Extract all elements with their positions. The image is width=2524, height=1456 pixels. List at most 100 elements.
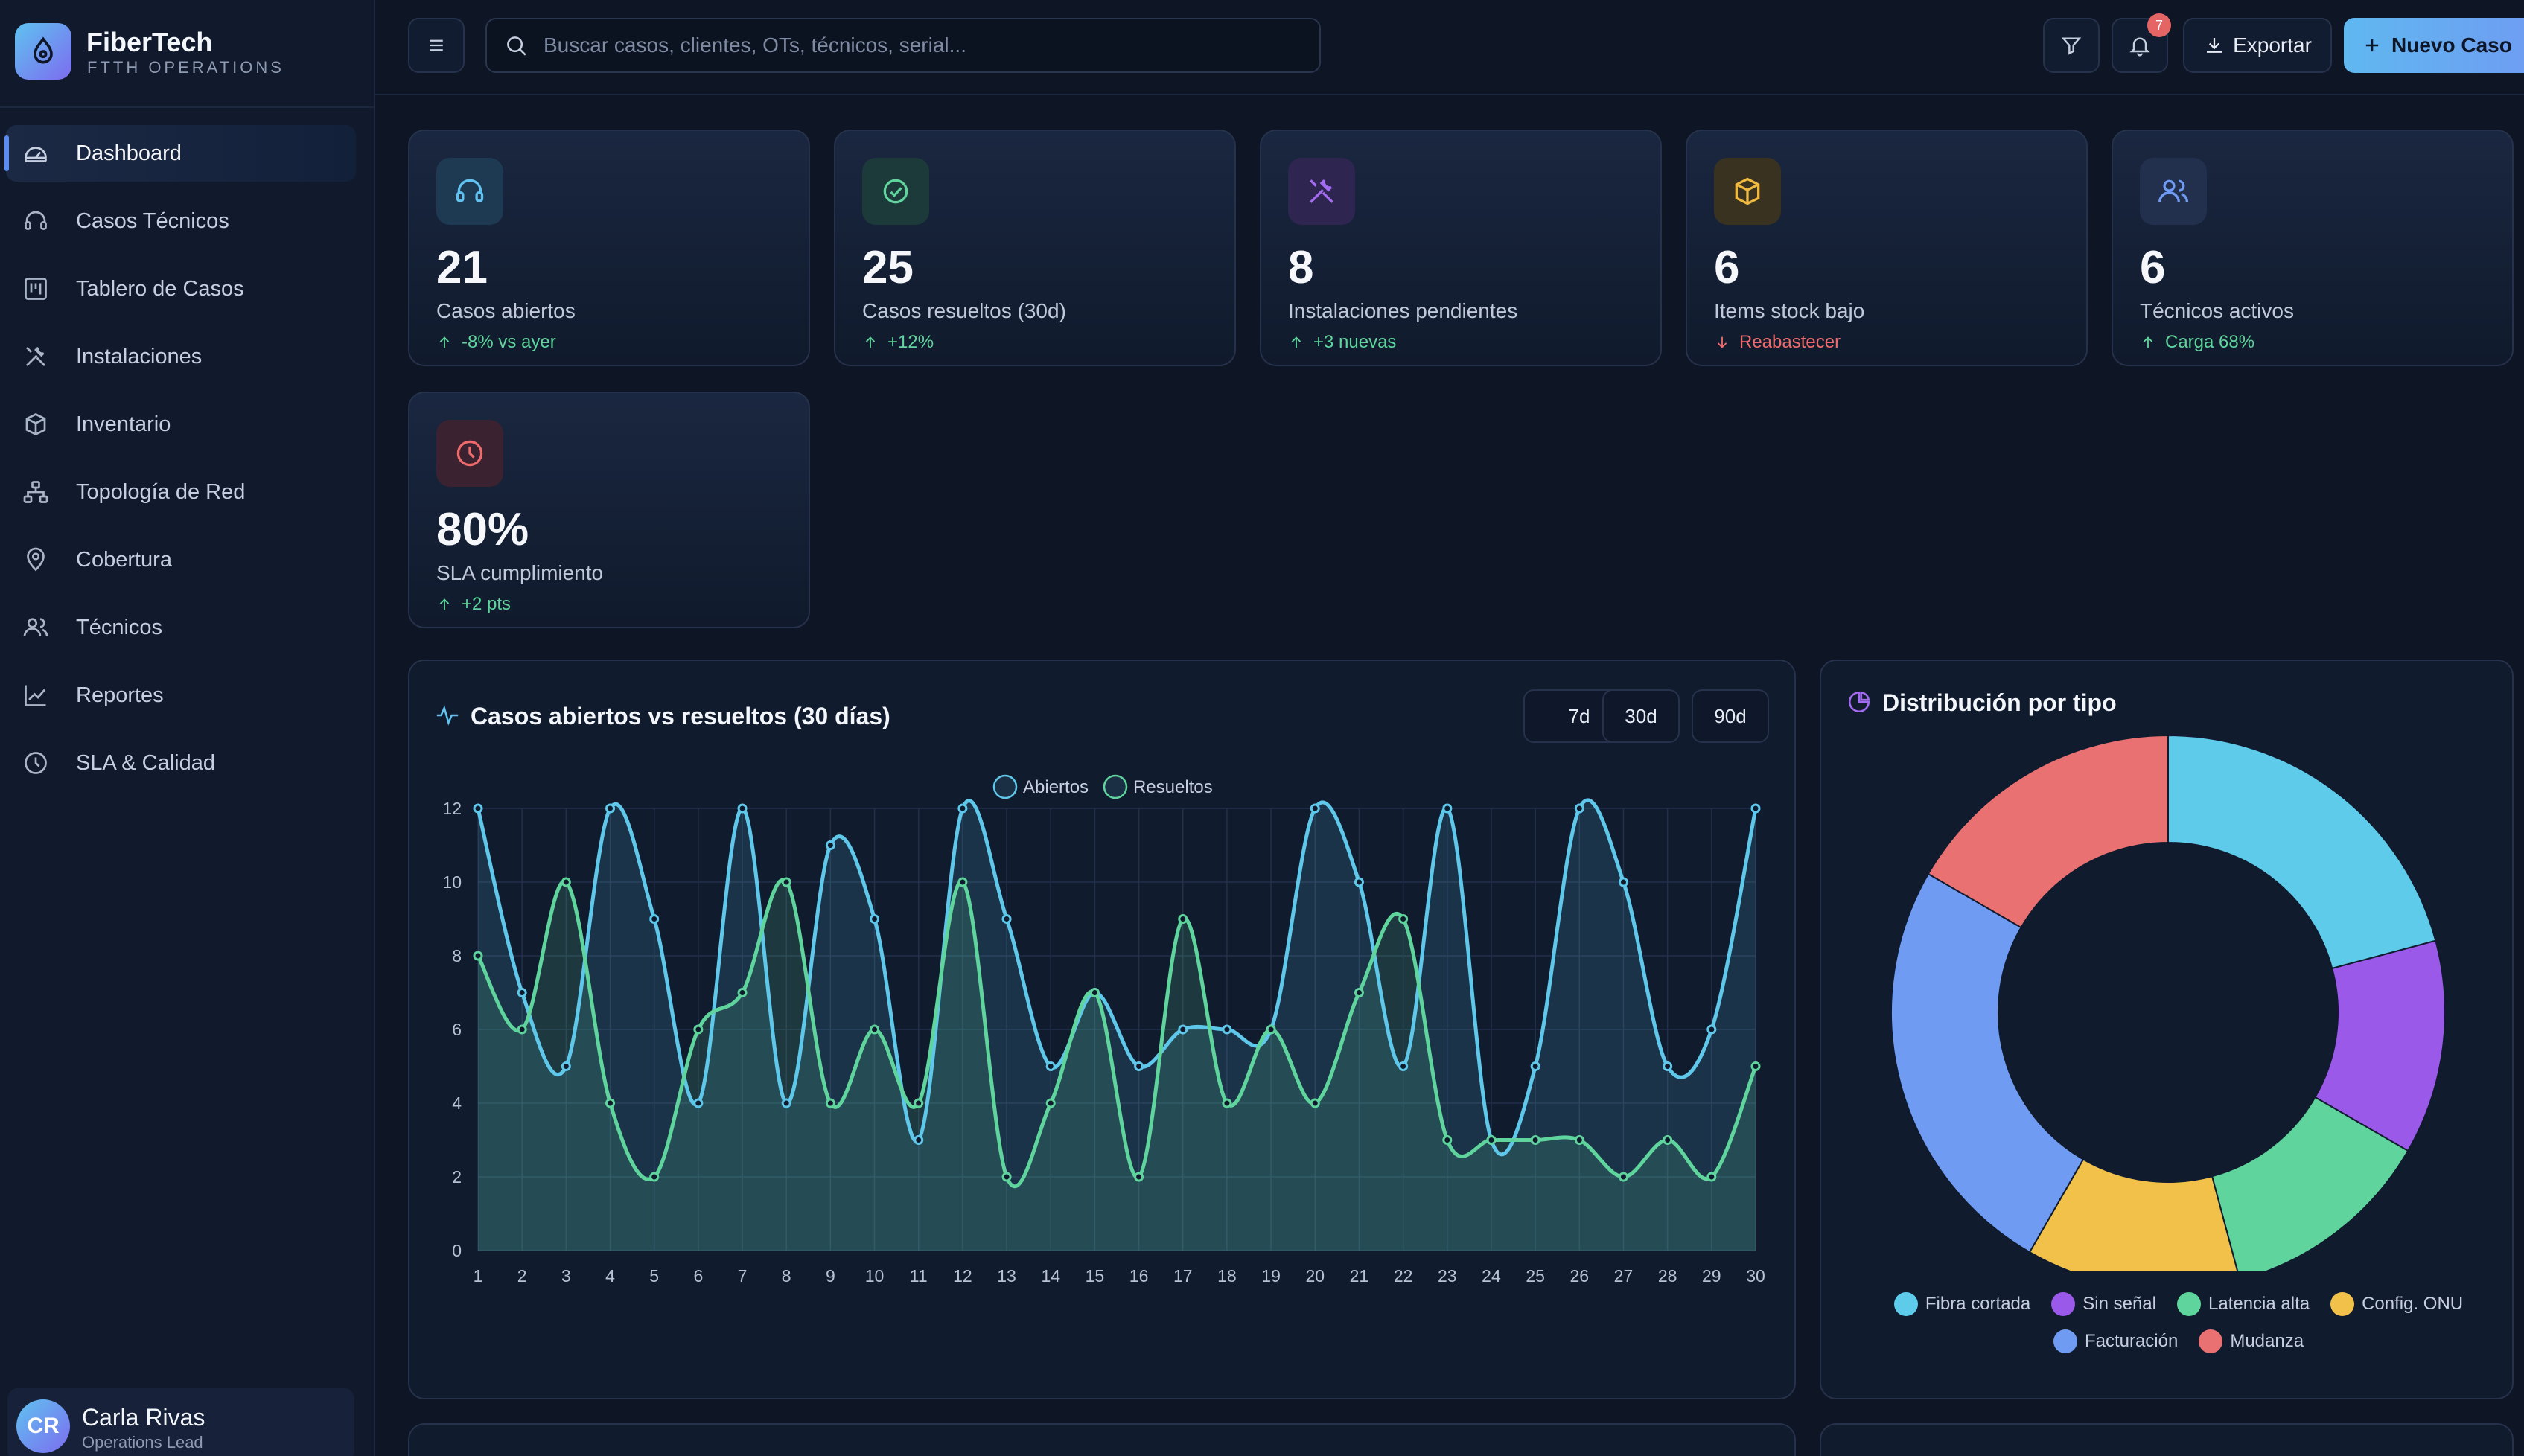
x-tick-label: 16 — [1129, 1266, 1149, 1286]
export-button[interactable]: Exportar — [2183, 18, 2332, 73]
data-point-abiertos — [1706, 1024, 1717, 1035]
range-90d-button[interactable]: 90d — [1692, 689, 1769, 743]
new-case-button[interactable]: Nuevo Caso — [2344, 18, 2524, 73]
legend-label: Latencia alta — [2208, 1294, 2310, 1314]
data-point-resueltos — [825, 1098, 835, 1108]
notifications-button[interactable]: 7 — [2112, 13, 2171, 73]
data-point-resueltos — [517, 1024, 527, 1035]
data-point-abiertos — [1354, 877, 1364, 887]
kpi-card-sla[interactable]: 80% SLA cumplimiento +2 pts — [408, 392, 810, 628]
data-point-abiertos — [1663, 1061, 1673, 1071]
data-point-resueltos — [1354, 988, 1364, 997]
kpi-trend: +3 nuevas — [1288, 332, 1396, 353]
kpi-card-low-stock[interactable]: 6 Items stock bajo Reabastecer — [1686, 130, 2088, 366]
kpi-trend-text: -8% vs ayer — [462, 332, 556, 352]
data-point-abiertos — [1310, 803, 1320, 814]
kpi-card-active-technicians[interactable]: 6 Técnicos activos Carga 68% — [2112, 130, 2514, 366]
menu-toggle-button[interactable] — [408, 18, 465, 73]
data-point-resueltos — [1530, 1135, 1540, 1145]
pie-legend-item[interactable]: Sin señal — [2051, 1292, 2156, 1316]
x-tick-label: 28 — [1658, 1266, 1677, 1286]
x-tick-label: 12 — [953, 1266, 972, 1286]
search-icon — [507, 36, 526, 56]
brand-logo[interactable] — [15, 23, 71, 80]
line-chart-panel: Casos abiertos vs resueltos (30 días) 7d… — [408, 660, 1796, 1399]
kpi-card-open-cases[interactable]: 21 Casos abiertos -8% vs ayer — [408, 130, 810, 366]
x-tick-label: 5 — [649, 1266, 659, 1286]
pie-legend-row: Facturación Mudanza — [1888, 1329, 2469, 1353]
kpi-value: 21 — [436, 242, 488, 293]
menu-icon — [430, 39, 443, 51]
sidebar-item-cobertura[interactable]: Cobertura — [6, 531, 356, 588]
range-30d-button[interactable]: 30d — [1602, 689, 1680, 743]
pie-legend-item[interactable]: Latencia alta — [2176, 1292, 2310, 1316]
filter-button[interactable] — [2043, 18, 2100, 73]
legend-dot — [2053, 1329, 2077, 1353]
kpi-trend-text: +2 pts — [462, 594, 512, 614]
pie-slice — [2167, 734, 2437, 970]
data-point-resueltos — [693, 1024, 704, 1035]
x-tick-label: 3 — [561, 1266, 571, 1286]
pie-legend-item[interactable]: Fibra cortada — [1893, 1292, 2030, 1316]
arrow-down-icon — [1717, 336, 1727, 348]
data-point-abiertos — [517, 988, 527, 997]
search-input[interactable] — [544, 33, 1319, 57]
kpi-trend-text: Carga 68% — [2165, 332, 2255, 352]
topbar: 7 Exportar Nuevo Caso — [375, 0, 2524, 95]
kpi-label: Casos resueltos (30d) — [862, 299, 1066, 322]
pie-chart-title: Distribución por tipo — [1882, 689, 2117, 716]
sidebar-item-dashboard[interactable]: Dashboard — [4, 125, 356, 182]
sidebar-item-instalaciones[interactable]: Instalaciones — [6, 328, 356, 385]
x-tick-label: 24 — [1482, 1266, 1501, 1286]
data-point-abiertos — [1442, 803, 1453, 814]
sidebar-item-reportes[interactable]: Reportes — [6, 667, 356, 724]
data-point-resueltos — [1089, 988, 1100, 997]
y-tick-label: 2 — [452, 1167, 462, 1187]
kpi-trend: +2 pts — [436, 594, 511, 615]
pie-legend-item[interactable]: Facturación — [2053, 1329, 2178, 1353]
legend-label: Config. ONU — [2362, 1294, 2464, 1314]
data-point-abiertos — [1134, 1061, 1144, 1071]
y-tick-label: 12 — [442, 799, 462, 818]
sidebar-item-casos-tecnicos[interactable]: Casos Técnicos — [6, 193, 356, 249]
user-name: Carla Rivas — [82, 1404, 205, 1431]
kpi-card-resolved-cases[interactable]: 25 Casos resueltos (30d) +12% — [834, 130, 1236, 366]
data-point-resueltos — [914, 1098, 924, 1108]
sidebar-item-sla[interactable]: SLA & Calidad — [6, 735, 356, 791]
pie-legend-item[interactable]: Config. ONU — [2330, 1292, 2463, 1316]
x-tick-label: 29 — [1702, 1266, 1721, 1286]
kpi-card-pending-installs[interactable]: 8 Instalaciones pendientes +3 nuevas — [1260, 130, 1662, 366]
sidebar-item-tablero[interactable]: Tablero de Casos — [6, 261, 356, 317]
kanban-icon — [21, 274, 51, 304]
data-point-abiertos — [1750, 803, 1761, 814]
data-point-resueltos — [1442, 1135, 1453, 1145]
filter-icon — [2061, 37, 2082, 55]
sidebar-item-tecnicos[interactable]: Técnicos — [6, 599, 356, 656]
data-point-resueltos — [957, 877, 968, 887]
x-tick-label: 8 — [782, 1266, 791, 1286]
search-bar[interactable] — [485, 18, 1321, 73]
kpi-trend: -8% vs ayer — [436, 332, 556, 353]
legend-dot — [2330, 1292, 2355, 1316]
notification-badge: 7 — [2147, 13, 2171, 37]
kpi-trend: +12% — [862, 332, 934, 353]
x-tick-label: 17 — [1173, 1266, 1193, 1286]
data-point-abiertos — [1530, 1061, 1540, 1071]
series-line-resueltos — [476, 878, 1758, 1189]
data-point-abiertos — [914, 1135, 924, 1145]
data-point-abiertos — [605, 803, 616, 814]
data-point-abiertos — [737, 803, 748, 814]
data-point-resueltos — [1663, 1135, 1673, 1145]
data-point-resueltos — [473, 951, 483, 961]
data-point-resueltos — [1001, 1172, 1012, 1182]
pie-legend-item[interactable]: Mudanza — [2199, 1329, 2304, 1353]
data-point-resueltos — [561, 877, 571, 887]
legend-label-resueltos: Resueltos — [1133, 777, 1213, 797]
data-point-resueltos — [1045, 1098, 1056, 1108]
legend-marker-abiertos — [992, 774, 1018, 799]
user-card[interactable]: CR Carla Rivas Operations Lead — [7, 1388, 354, 1456]
pie-legend-row: Fibra cortada Sin señal Latencia alta Confi… — [1888, 1292, 2469, 1316]
data-point-abiertos — [1001, 914, 1012, 924]
sidebar-item-topologia[interactable]: Topología de Red — [6, 464, 356, 520]
sidebar-item-inventario[interactable]: Inventario — [6, 396, 356, 453]
